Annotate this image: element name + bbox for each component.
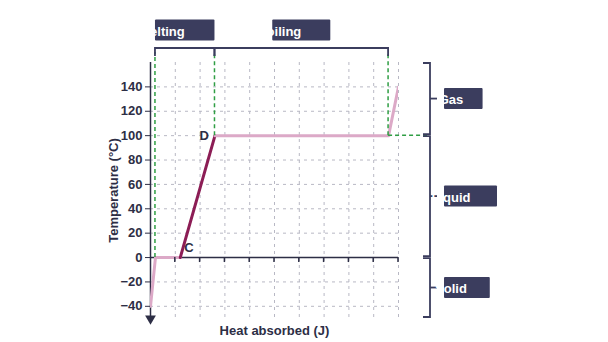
svg-text:Heat absorbed (J): Heat absorbed (J) (220, 323, 330, 338)
svg-text:100: 100 (121, 128, 143, 143)
svg-text:40: 40 (128, 201, 142, 216)
svg-text:80: 80 (128, 152, 142, 167)
svg-text:Solid: Solid (435, 281, 467, 296)
svg-text:60: 60 (128, 177, 142, 192)
svg-text:20: 20 (128, 225, 142, 240)
svg-text:Gas: Gas (439, 92, 464, 107)
svg-text:Temperature (°C): Temperature (°C) (106, 138, 121, 243)
svg-text:Boiling: Boiling (257, 24, 301, 39)
svg-text:D: D (200, 128, 209, 143)
svg-text:−20: −20 (120, 274, 142, 289)
svg-text:140: 140 (121, 79, 143, 94)
svg-text:Liquid: Liquid (432, 190, 471, 205)
svg-text:−40: −40 (120, 298, 142, 313)
svg-text:120: 120 (121, 103, 143, 118)
svg-text:0: 0 (135, 250, 142, 265)
svg-text:C: C (184, 240, 194, 255)
svg-text:Melting: Melting (139, 24, 185, 39)
